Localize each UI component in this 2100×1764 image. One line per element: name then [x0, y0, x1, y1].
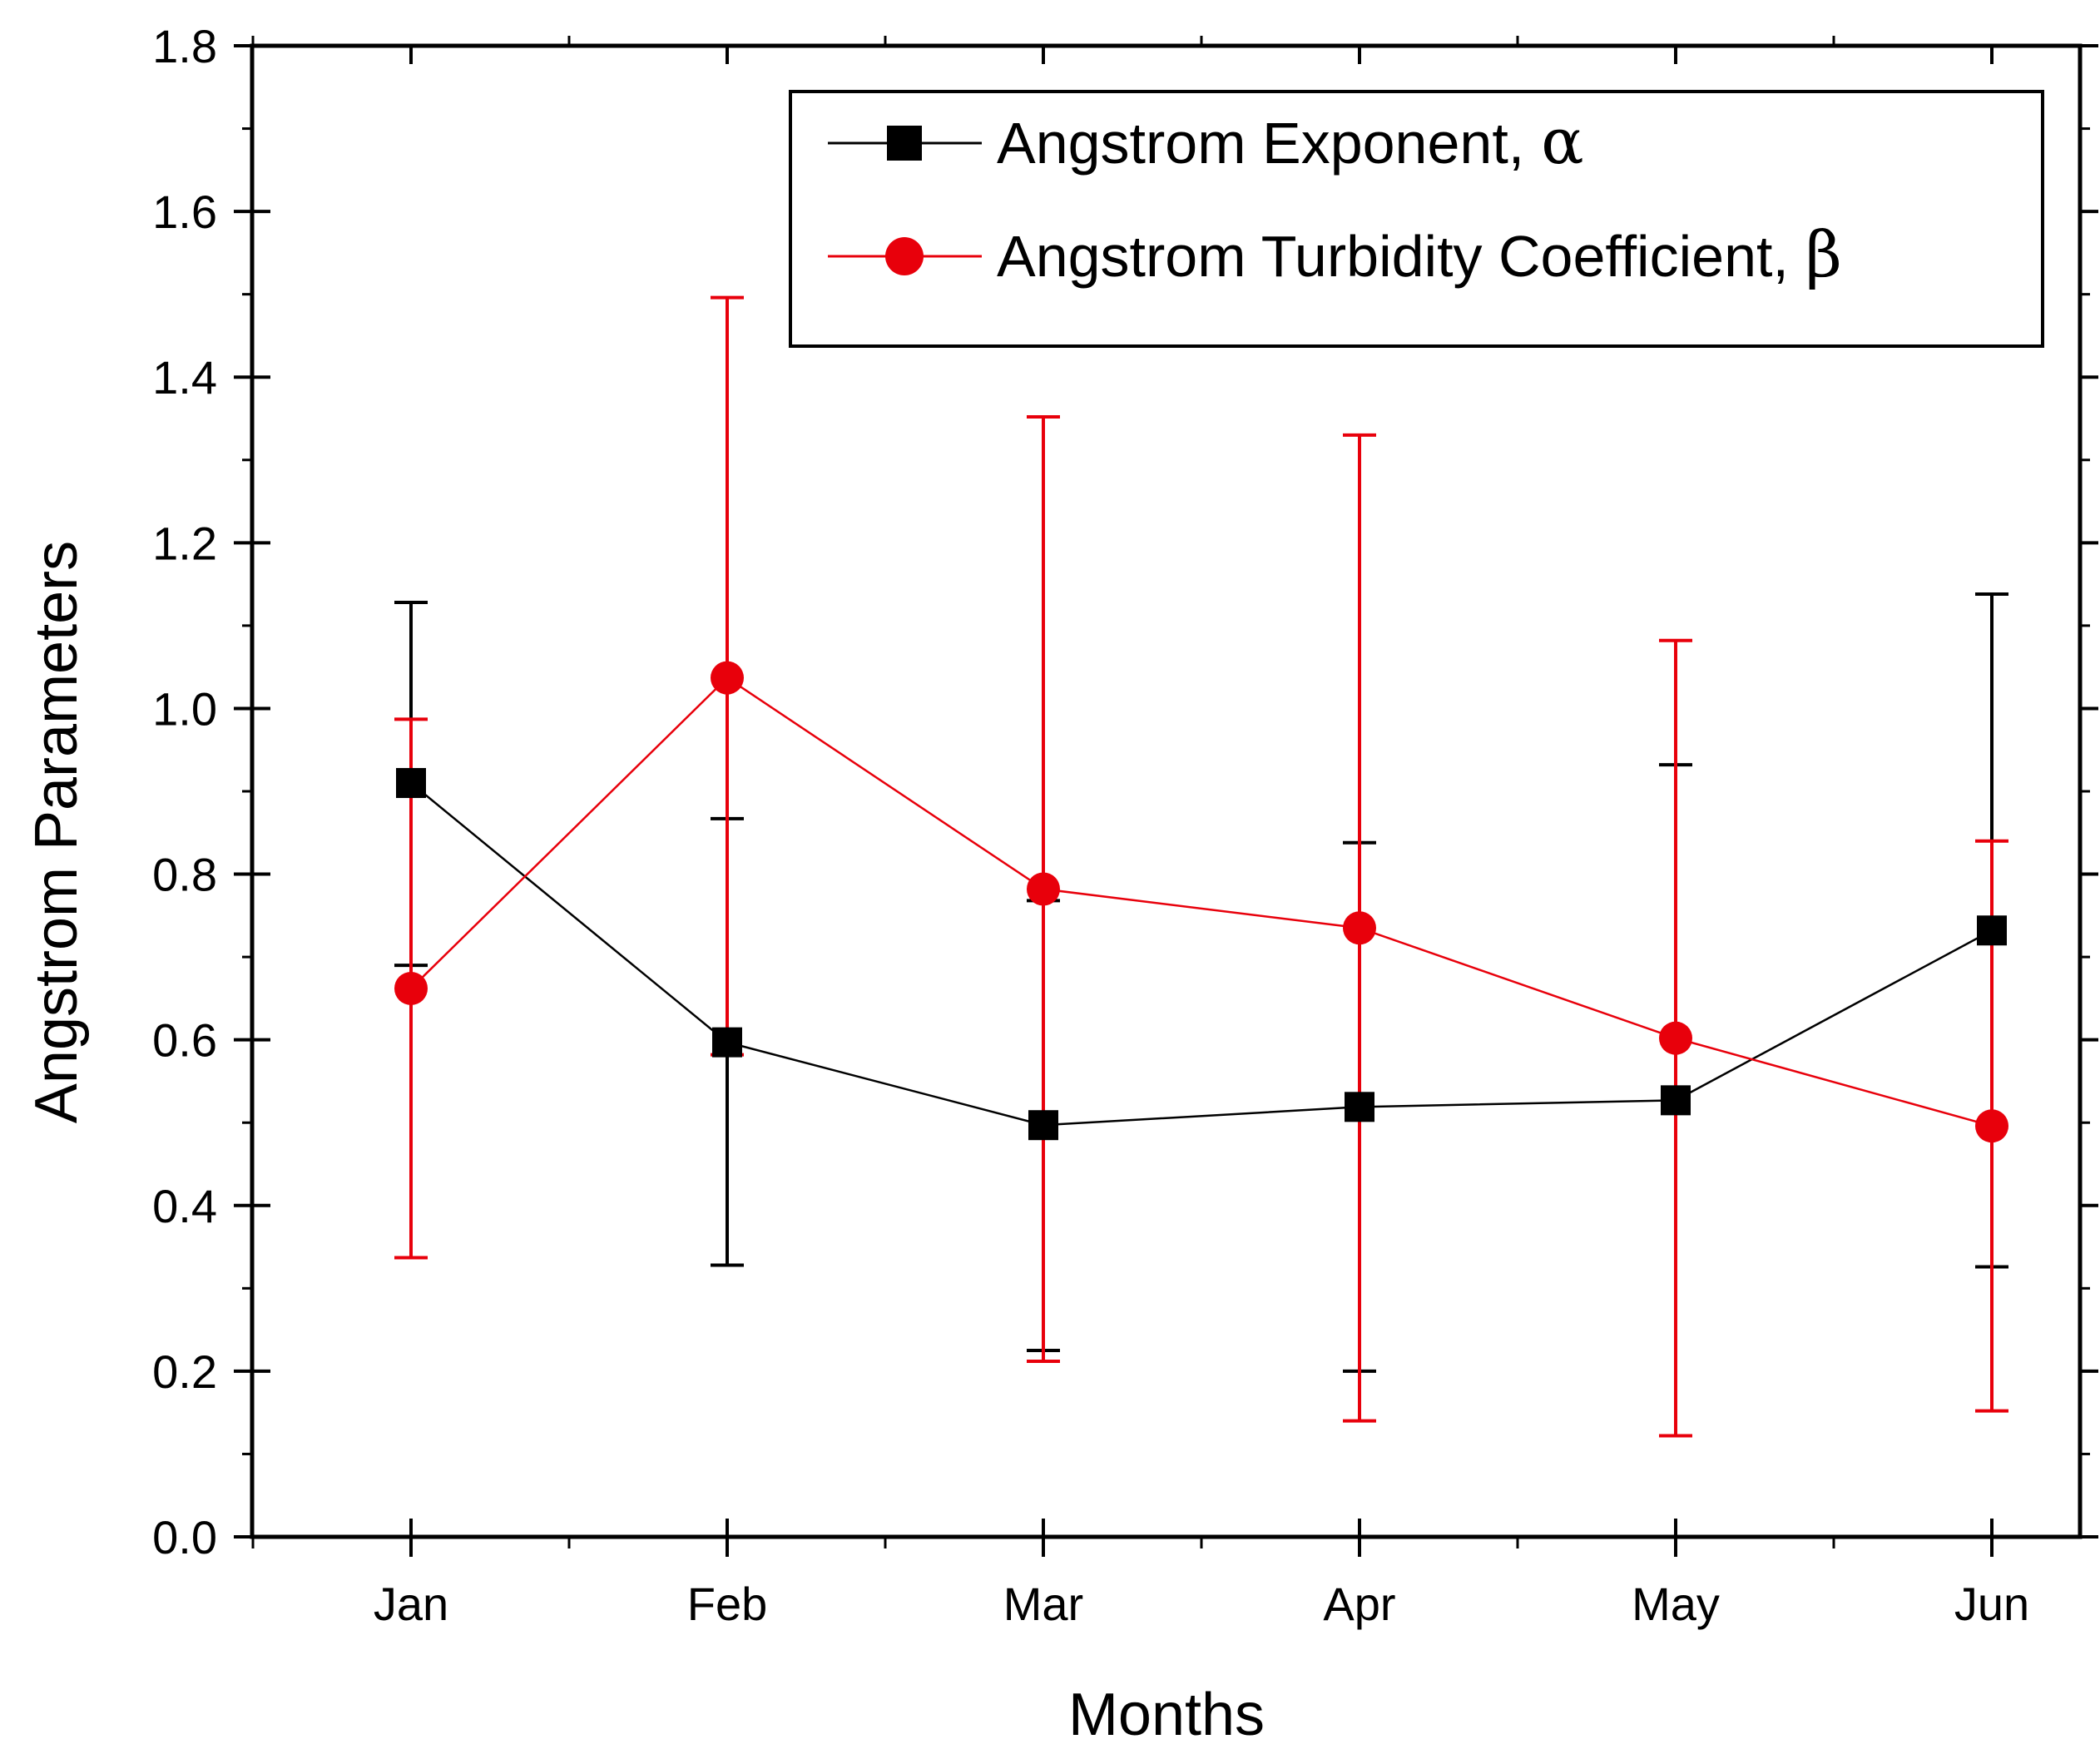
y-tick-label: 1.4	[152, 351, 217, 404]
legend-beta-label: Angstrom Turbidity Coefficient, β	[997, 217, 1842, 291]
y-tick-label: 0.8	[152, 849, 217, 901]
x-tick-labels: Jan Feb Mar Apr May Jun	[374, 1578, 2029, 1630]
alpha-symbol: α	[1541, 104, 1583, 178]
legend-box	[789, 90, 2044, 348]
y-tick-label: 1.8	[152, 20, 217, 72]
alpha-point	[1977, 915, 2007, 946]
legend: Angstrom Exponent, α Angstrom Turbidity C…	[789, 90, 2044, 348]
x-tick-label: Feb	[687, 1578, 768, 1630]
beta-point	[394, 971, 428, 1005]
x-tick-label: May	[1632, 1578, 1720, 1630]
legend-alpha-label: Angstrom Exponent, α	[997, 104, 1584, 178]
legend-alpha-text: Angstrom Exponent,	[997, 111, 1524, 176]
beta-point	[1659, 1021, 1692, 1055]
y-tick-label: 0.2	[152, 1345, 217, 1398]
y-tick-labels: 0.0 0.2 0.4 0.6 0.8 1.0 1.2 1.4 1.6 1.8	[152, 20, 217, 1563]
alpha-point	[1661, 1085, 1691, 1116]
x-tick-label: Jun	[1954, 1578, 2029, 1630]
legend-circle-marker	[885, 237, 924, 275]
y-tick-label: 1.6	[152, 186, 217, 238]
plot-frame	[250, 43, 2083, 1539]
y-axis-title: Angstrom Parameters	[23, 541, 90, 1123]
beta-point	[1343, 911, 1376, 945]
y-tick-label: 0.4	[152, 1180, 217, 1232]
alpha-point	[1345, 1092, 1374, 1122]
alpha-point	[712, 1027, 742, 1058]
series-line-beta	[410, 676, 1993, 1127]
series-layer	[394, 295, 2008, 1438]
beta-point	[1975, 1109, 2008, 1143]
y-tick-label: 0.0	[152, 1511, 217, 1563]
x-tick-label: Mar	[1003, 1578, 1083, 1630]
beta-symbol: β	[1805, 217, 1842, 291]
beta-point	[1027, 872, 1060, 906]
x-tick-label: Apr	[1323, 1578, 1395, 1630]
x-tick-label: Jan	[374, 1578, 448, 1630]
alpha-point	[396, 768, 426, 799]
y-tick-label: 1.2	[152, 517, 217, 569]
series-line-alpha	[410, 782, 1993, 1127]
y-tick-label: 1.0	[152, 682, 217, 735]
legend-square-marker	[887, 126, 922, 161]
y-tick-label: 0.6	[152, 1014, 217, 1067]
legend-beta-text: Angstrom Turbidity Coefficient,	[997, 224, 1789, 289]
x-axis-title: Months	[1068, 1682, 1265, 1748]
alpha-point	[1028, 1110, 1058, 1141]
beta-point	[711, 661, 744, 695]
